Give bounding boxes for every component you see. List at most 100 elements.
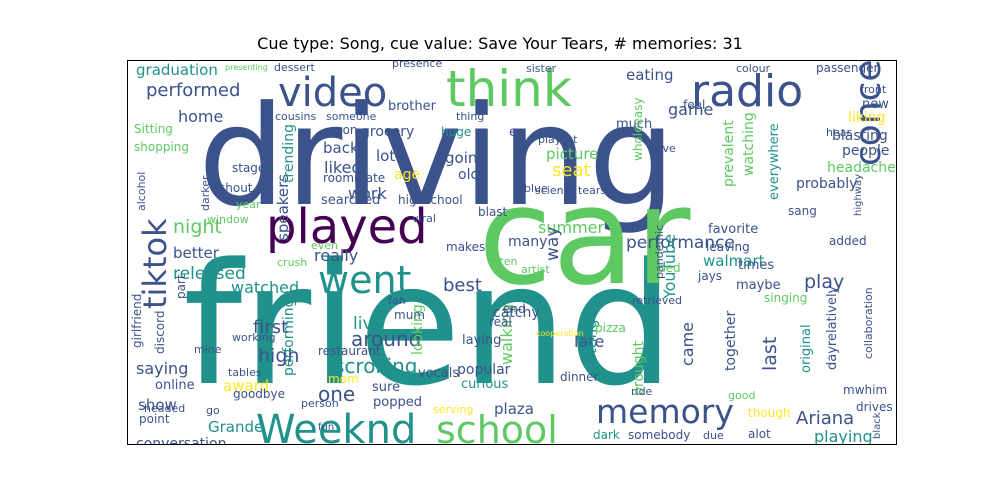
word-retrieved: retrieved bbox=[632, 294, 682, 307]
word-grocery: grocery bbox=[361, 124, 414, 140]
word-good: good bbox=[728, 389, 755, 402]
word-crush: crush bbox=[277, 256, 307, 269]
word-tables: tables bbox=[228, 366, 262, 379]
word-picture: picture bbox=[546, 145, 598, 163]
word-collaboration: collaboration bbox=[862, 287, 875, 359]
word-ride: ride bbox=[631, 385, 653, 398]
word-dessert: dessert bbox=[274, 61, 316, 74]
word-cousins: cousins bbox=[275, 110, 317, 123]
word-vocals: vocals bbox=[418, 366, 459, 381]
word-tiktok: tiktok bbox=[136, 218, 174, 309]
word-better: better bbox=[173, 244, 220, 262]
word-pizza: pizza bbox=[595, 321, 626, 335]
word-show: show bbox=[138, 396, 177, 414]
word-shout: shout bbox=[219, 181, 253, 195]
word-somebody: somebody bbox=[628, 428, 690, 442]
word-end: end bbox=[503, 302, 526, 316]
word-liking: liking bbox=[848, 110, 886, 126]
chart-title: Cue type: Song, cue value: Save Your Tea… bbox=[257, 34, 743, 53]
word-due: due bbox=[703, 429, 724, 442]
word-times: times bbox=[738, 258, 774, 273]
word-feel: feel bbox=[683, 98, 705, 112]
word-ariana: Ariana bbox=[796, 408, 854, 429]
word-blasting: blasting bbox=[832, 128, 888, 144]
word-speakers: speakers bbox=[274, 174, 292, 241]
word-first: first bbox=[253, 317, 288, 338]
word-sang: sang bbox=[788, 204, 817, 218]
word-trending: trending bbox=[281, 124, 297, 183]
word-highway: highway bbox=[853, 174, 864, 216]
word-year: year bbox=[236, 198, 261, 211]
word-presenting: presenting bbox=[225, 63, 268, 72]
word-think: think bbox=[446, 61, 572, 118]
word-probably: probably bbox=[796, 176, 857, 192]
word-alot: alot bbox=[748, 427, 771, 441]
word-cooperation: cooperation bbox=[536, 329, 584, 338]
word-dinner: dinner bbox=[560, 370, 599, 384]
word-blue: blue bbox=[524, 182, 548, 195]
word-real: real bbox=[489, 315, 512, 329]
word-p: p bbox=[477, 133, 486, 149]
word-brother: brother bbox=[388, 99, 437, 114]
word-grande: Grande bbox=[208, 418, 263, 436]
word-new: new bbox=[862, 97, 889, 112]
word-live: live bbox=[353, 314, 383, 334]
word-prevalent: prevalent bbox=[721, 120, 737, 187]
word-watched: watched bbox=[231, 278, 299, 297]
word-science: science bbox=[535, 184, 577, 197]
word-performance: performance bbox=[626, 233, 735, 253]
word-watching: watching bbox=[741, 112, 757, 176]
word-maybe: maybe bbox=[736, 278, 781, 293]
word-alcohol: alcohol bbox=[135, 172, 148, 211]
word-black: black bbox=[872, 412, 883, 439]
word-popped: popped bbox=[373, 395, 422, 410]
word-highschool: highschool bbox=[398, 193, 463, 207]
word-mwhim: mwhim bbox=[843, 383, 887, 397]
word-fan: fan bbox=[388, 294, 406, 307]
word-stage: stage bbox=[232, 161, 265, 175]
word-getting: getting bbox=[582, 319, 600, 373]
word-night: night bbox=[173, 216, 222, 238]
word-passenger: passenger bbox=[816, 61, 878, 75]
word-roommate: roommate bbox=[323, 171, 385, 185]
word-pandemic: pandemic bbox=[653, 225, 666, 279]
word-catchy: catchy bbox=[493, 305, 540, 321]
word-summer: summer bbox=[538, 218, 604, 237]
word-leaving: leaving bbox=[706, 240, 750, 254]
word-came: came bbox=[678, 322, 697, 366]
word-released: released bbox=[173, 264, 246, 284]
word-curious: curious bbox=[461, 377, 509, 392]
word-liked: liked bbox=[324, 158, 362, 177]
word-much: much bbox=[616, 117, 652, 132]
word-thing: thing bbox=[456, 110, 484, 123]
word-walking: walking bbox=[497, 304, 516, 365]
word-searched: searched bbox=[321, 193, 380, 208]
word-scrolling: scrolling bbox=[334, 354, 417, 378]
word-play: play bbox=[804, 271, 844, 293]
wordcloud-frame: friend driving car think radio video played wen… bbox=[127, 60, 897, 445]
word-conversation: conversation bbox=[136, 436, 226, 445]
word-headed: headed bbox=[144, 402, 185, 415]
word-playlist: playlist bbox=[538, 133, 578, 146]
word-bed: bed bbox=[658, 261, 681, 275]
word-old: old bbox=[458, 167, 479, 183]
word-headache: headache bbox=[827, 160, 896, 176]
word-popular: popular bbox=[457, 362, 511, 378]
word-really: really bbox=[314, 246, 358, 265]
word-go: go bbox=[206, 404, 220, 417]
word-last: last bbox=[759, 337, 781, 371]
word-late: late bbox=[574, 332, 604, 351]
word-mum: mum bbox=[394, 308, 425, 322]
word-part: part bbox=[174, 274, 188, 299]
word-person: person bbox=[301, 397, 339, 410]
word-lot: lot bbox=[376, 147, 395, 165]
word-concert: concert bbox=[848, 61, 889, 166]
word-plaza: plaza bbox=[494, 400, 534, 418]
word-goodbye: goodbye bbox=[233, 387, 285, 401]
word-going: going bbox=[445, 149, 487, 167]
word-memory: memory bbox=[596, 392, 734, 431]
word-added: added bbox=[829, 234, 867, 248]
word-window: window bbox=[207, 213, 249, 226]
word-sure: sure bbox=[372, 380, 400, 395]
word-high: high bbox=[258, 345, 299, 367]
